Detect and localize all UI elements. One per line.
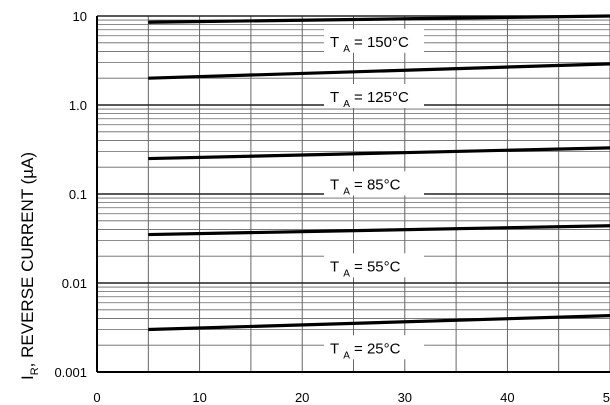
series-label-background <box>324 28 425 53</box>
series-label-background <box>324 253 425 278</box>
x-tick-label: 20 <box>295 390 309 405</box>
y-axis-label: IR, REVERSE CURRENT (µA) <box>18 152 41 380</box>
series-line <box>148 314 610 332</box>
series-line <box>148 146 610 161</box>
series-label-background <box>324 83 425 108</box>
x-tick-label: 40 <box>500 390 514 405</box>
x-axis-ticks: 0 10 20 30 40 50 <box>93 390 610 405</box>
y-tick-label: 0.1 <box>69 187 87 202</box>
y-tick-label: 0.01 <box>62 276 87 291</box>
series-line <box>148 14 610 24</box>
y-axis-ticks: 0.001 0.01 0.1 1.0 10 <box>54 9 87 380</box>
y-tick-label: 0.001 <box>54 365 87 380</box>
series-label-background <box>324 335 425 360</box>
chart-curves <box>148 14 610 332</box>
x-tick-label: 50 <box>603 390 610 405</box>
series-label-background <box>324 171 425 196</box>
series-line <box>148 62 610 80</box>
series-line <box>148 224 610 237</box>
x-tick-label: 0 <box>93 390 100 405</box>
x-tick-label: 30 <box>398 390 412 405</box>
y-tick-label: 10 <box>73 9 87 24</box>
y-tick-label: 1.0 <box>69 98 87 113</box>
x-tick-label: 10 <box>192 390 206 405</box>
